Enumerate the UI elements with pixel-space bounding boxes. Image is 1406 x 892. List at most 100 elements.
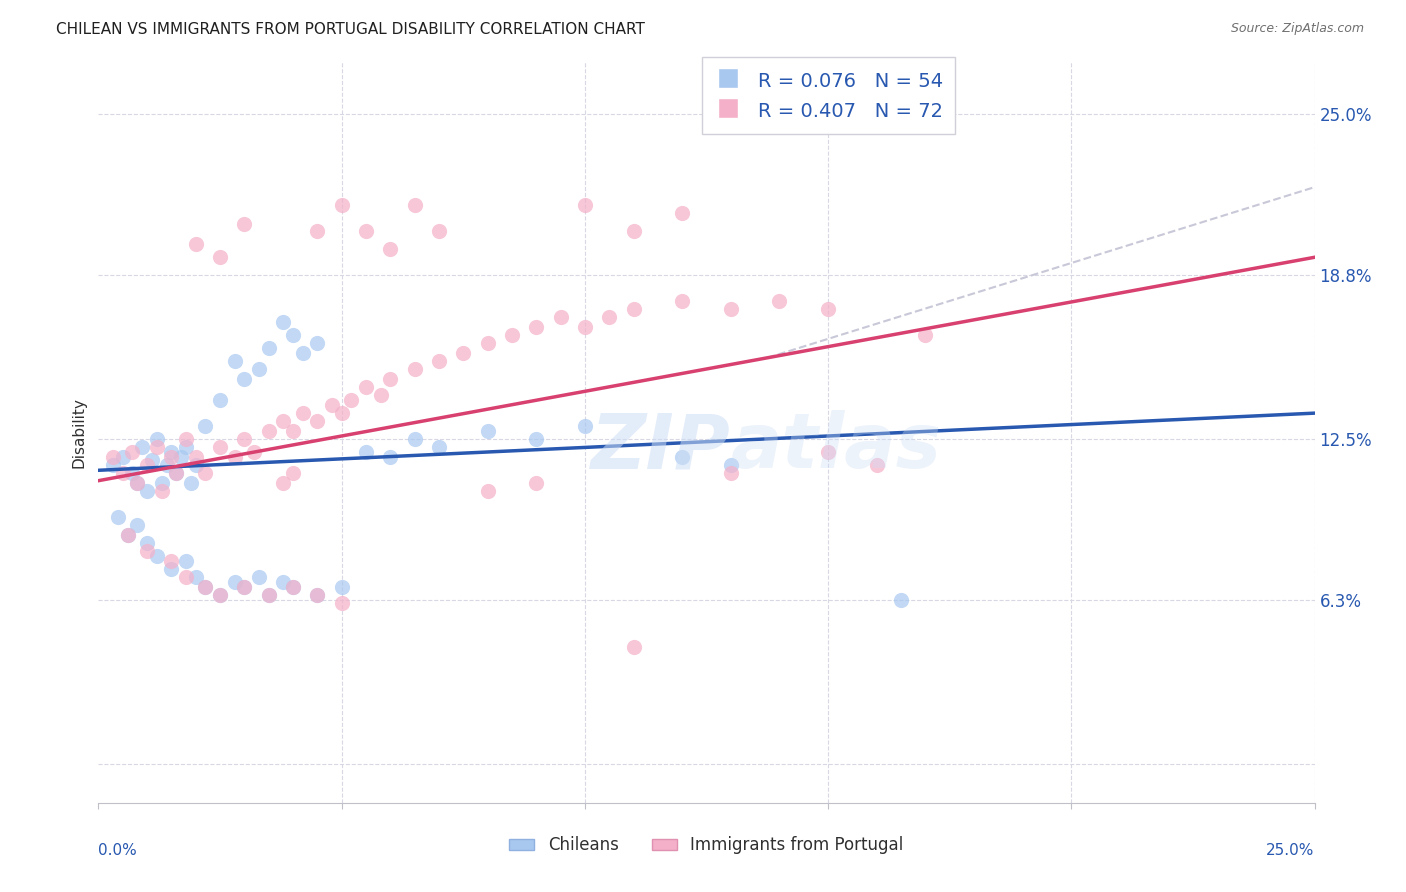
Point xyxy=(160,450,183,465)
Point xyxy=(257,588,280,602)
Point xyxy=(117,528,139,542)
Point xyxy=(209,393,232,408)
Point xyxy=(720,466,742,480)
Point xyxy=(165,466,187,480)
Point xyxy=(271,574,294,589)
Point xyxy=(890,593,912,607)
Point xyxy=(307,336,329,351)
Point xyxy=(257,341,280,355)
Point xyxy=(111,450,134,465)
Point xyxy=(224,574,246,589)
Point xyxy=(160,562,183,576)
Point xyxy=(107,510,129,524)
Point xyxy=(720,302,742,317)
Text: ZIP: ZIP xyxy=(591,410,731,484)
Point xyxy=(127,476,149,491)
Point xyxy=(150,484,173,499)
Point xyxy=(380,372,402,386)
Point xyxy=(524,320,547,334)
Point xyxy=(160,445,183,459)
Point xyxy=(194,466,217,480)
Y-axis label: Disability: Disability xyxy=(72,397,87,468)
Point xyxy=(427,440,450,454)
Point xyxy=(170,450,193,465)
Point xyxy=(307,588,329,602)
Legend: Chileans, Immigrants from Portugal: Chileans, Immigrants from Portugal xyxy=(503,830,910,861)
Point xyxy=(174,432,197,446)
Point xyxy=(233,580,256,594)
Point xyxy=(598,310,620,324)
Point xyxy=(184,450,207,465)
Point xyxy=(247,362,270,376)
Point xyxy=(427,224,450,238)
Point xyxy=(174,570,197,584)
Point xyxy=(150,476,173,491)
Point xyxy=(281,328,304,343)
Point xyxy=(209,440,232,454)
Point xyxy=(160,554,183,568)
Point xyxy=(243,445,266,459)
Point xyxy=(155,458,177,472)
Point xyxy=(174,440,197,454)
Point xyxy=(477,336,499,351)
Point xyxy=(370,388,392,402)
Point xyxy=(427,354,450,368)
Point xyxy=(117,528,139,542)
Point xyxy=(194,419,217,434)
Point xyxy=(477,484,499,499)
Point xyxy=(184,237,207,252)
Point xyxy=(307,588,329,602)
Point xyxy=(271,476,294,491)
Point xyxy=(194,580,217,594)
Point xyxy=(146,549,169,563)
Text: Source: ZipAtlas.com: Source: ZipAtlas.com xyxy=(1230,22,1364,36)
Point xyxy=(307,414,329,428)
Point xyxy=(330,596,353,610)
Point xyxy=(330,406,353,420)
Point xyxy=(550,310,572,324)
Text: CHILEAN VS IMMIGRANTS FROM PORTUGAL DISABILITY CORRELATION CHART: CHILEAN VS IMMIGRANTS FROM PORTUGAL DISA… xyxy=(56,22,645,37)
Point xyxy=(224,450,246,465)
Point xyxy=(247,570,270,584)
Point xyxy=(101,450,124,465)
Point xyxy=(720,458,742,472)
Point xyxy=(574,320,596,334)
Point xyxy=(165,466,187,480)
Point xyxy=(184,458,207,472)
Point xyxy=(271,315,294,329)
Point xyxy=(127,476,149,491)
Point xyxy=(453,346,475,360)
Text: 0.0%: 0.0% xyxy=(98,843,138,858)
Point xyxy=(330,580,353,594)
Point xyxy=(271,414,294,428)
Point xyxy=(281,580,304,594)
Point xyxy=(136,484,159,499)
Point xyxy=(209,588,232,602)
Point xyxy=(131,440,153,454)
Point xyxy=(817,445,839,459)
Point xyxy=(574,419,596,434)
Point xyxy=(340,393,363,408)
Point xyxy=(257,588,280,602)
Point xyxy=(623,640,645,654)
Point xyxy=(404,432,426,446)
Point xyxy=(281,580,304,594)
Point xyxy=(136,536,159,550)
Point xyxy=(866,458,889,472)
Point xyxy=(121,445,143,459)
Text: atlas: atlas xyxy=(731,410,942,484)
Point xyxy=(146,432,169,446)
Point xyxy=(330,198,353,212)
Point xyxy=(671,450,693,465)
Point xyxy=(184,570,207,584)
Point xyxy=(574,198,596,212)
Point xyxy=(136,458,159,472)
Point xyxy=(354,224,377,238)
Point xyxy=(233,372,256,386)
Point xyxy=(380,243,402,257)
Point xyxy=(257,425,280,439)
Point xyxy=(380,450,402,465)
Point xyxy=(127,517,149,532)
Point xyxy=(141,453,163,467)
Point xyxy=(524,476,547,491)
